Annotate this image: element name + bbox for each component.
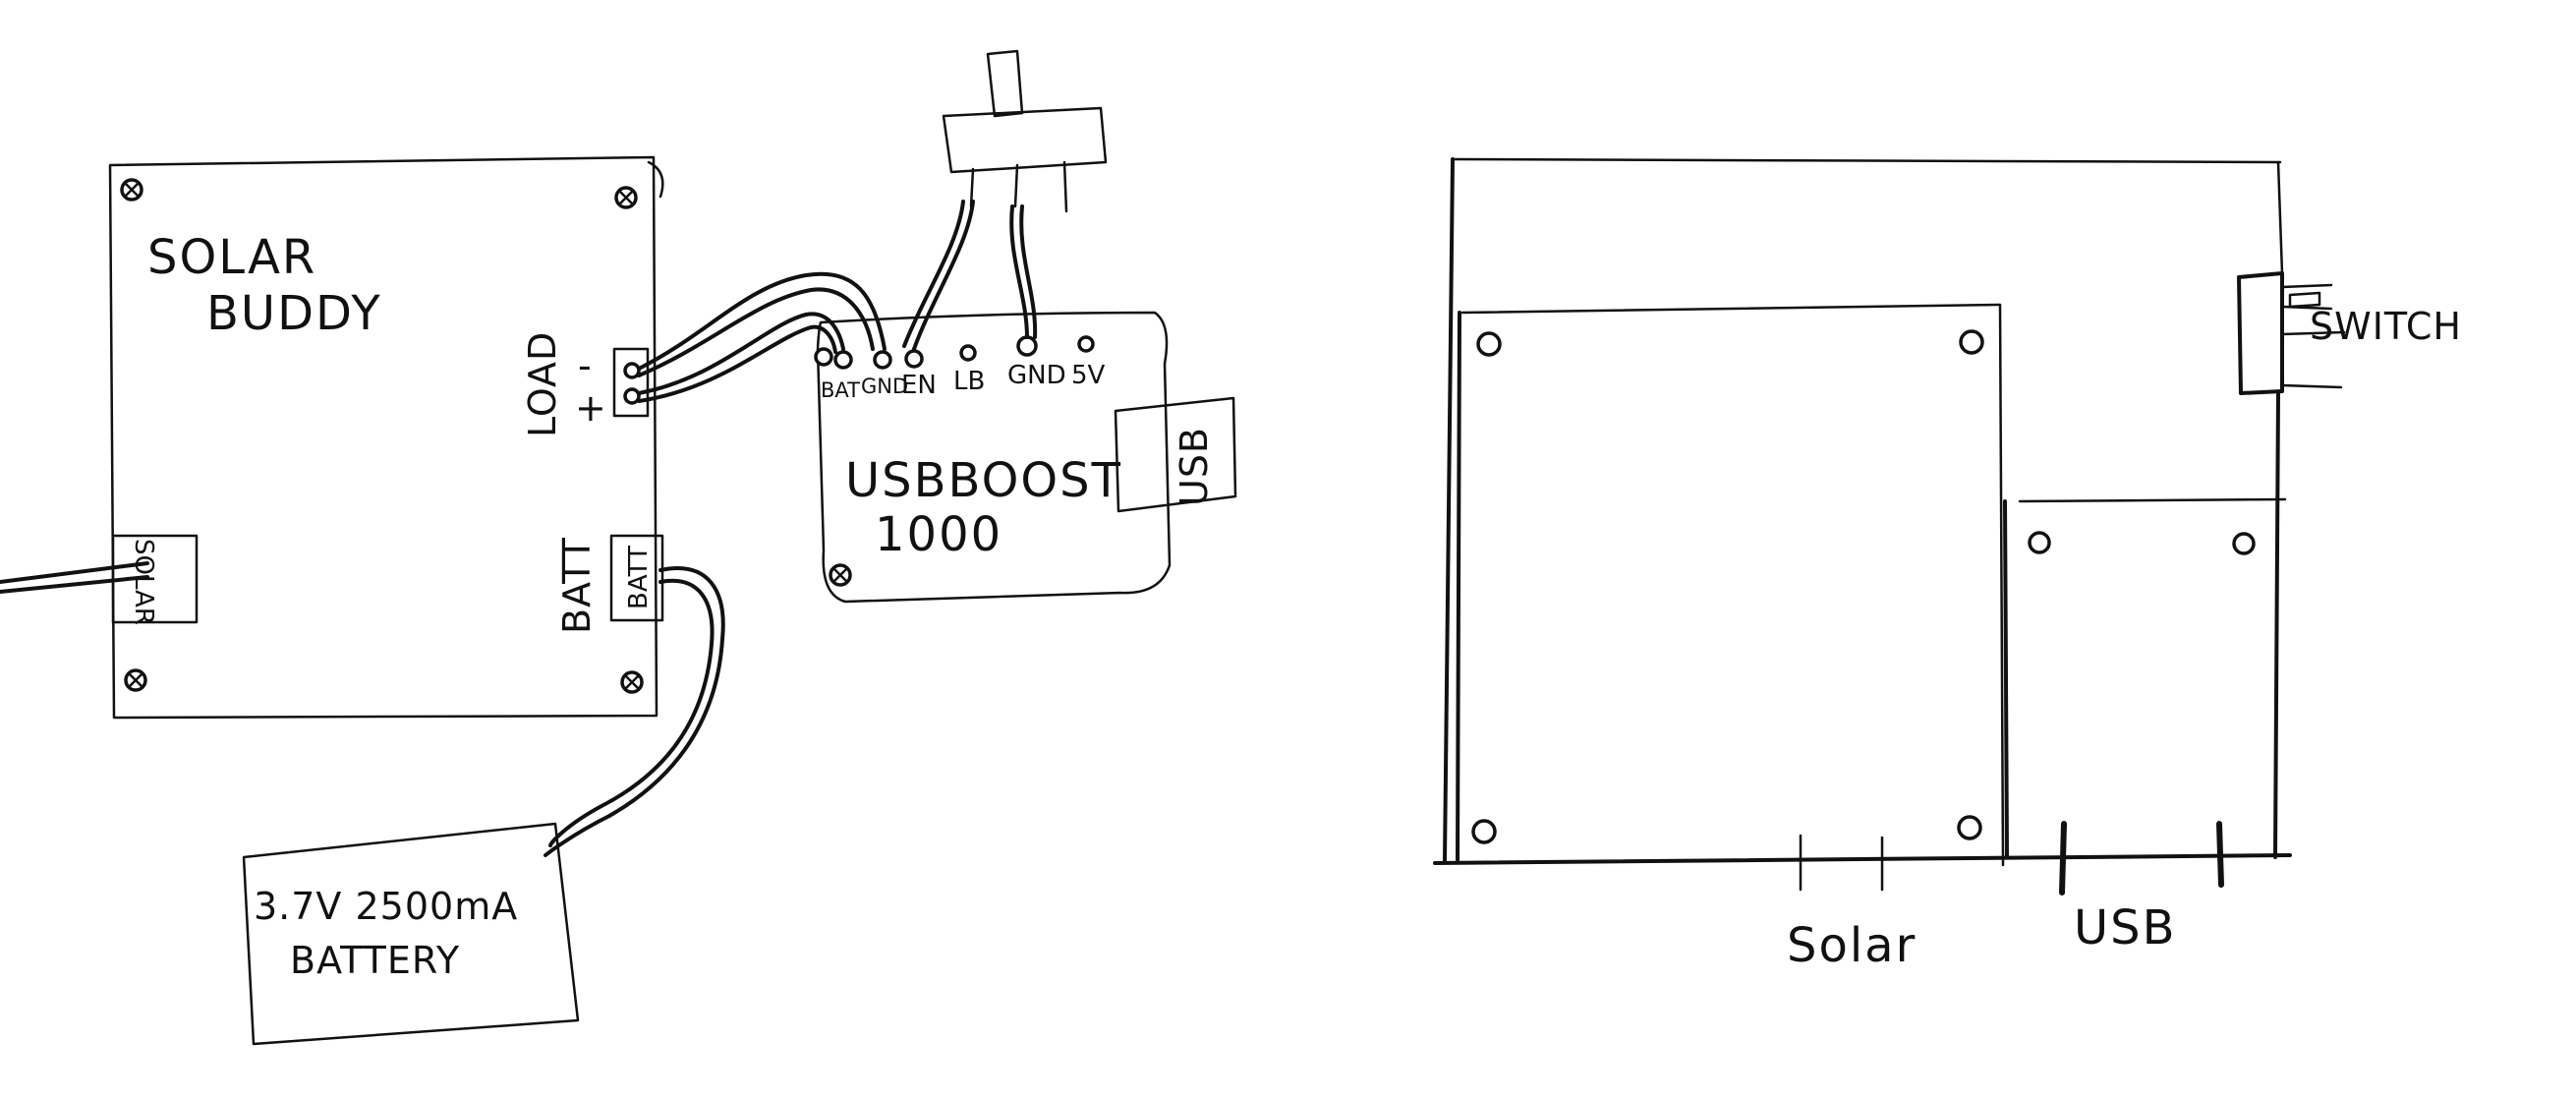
pin-gnd2-icon bbox=[1016, 335, 1038, 357]
boost-board-outline bbox=[816, 311, 1172, 604]
wire-switch-to-en-b bbox=[902, 200, 965, 348]
battery-spec-label: 3.7V 2500mA bbox=[254, 885, 518, 928]
enclosure-view: SWITCH Solar USB bbox=[1433, 157, 2462, 973]
battery-outline bbox=[242, 822, 580, 1046]
solar-board-outline bbox=[108, 155, 658, 720]
batt-connector-label: BATT bbox=[624, 546, 654, 609]
enclosure-usb-port-label: USB bbox=[2074, 900, 2177, 955]
pin-bat2-icon bbox=[833, 350, 853, 370]
pin-label: GND bbox=[861, 375, 908, 398]
screw-cross-icon bbox=[617, 189, 635, 206]
batt-side-label: BATT bbox=[555, 537, 599, 634]
load-terminal-screw-icon bbox=[623, 387, 641, 405]
load-plus-sign: + bbox=[575, 386, 607, 430]
screw-icon bbox=[2232, 532, 2256, 555]
usb-boost-board: BAT GND EN LB GND 5V USBBOOST 1000 USB bbox=[814, 311, 1237, 604]
boost-usb-port-label: USB bbox=[1173, 427, 1216, 506]
enclosure-small-board bbox=[2003, 497, 2287, 859]
wire-load-plus-to-bat bbox=[637, 312, 845, 395]
solar-panel-wire bbox=[0, 561, 149, 594]
solar-connector-label: SOLAR bbox=[129, 539, 158, 625]
enclosure-switch: SWITCH bbox=[2237, 271, 2462, 395]
enclosure-top-edge bbox=[1451, 157, 2282, 164]
boost-board-title-line2: 1000 bbox=[875, 507, 1002, 562]
pin-5v-icon bbox=[1077, 335, 1095, 353]
wire-load-minus-to-gnd bbox=[637, 271, 887, 371]
boost-board-title-line1: USBBOOST bbox=[845, 453, 1122, 508]
small-board-left-edge bbox=[2003, 499, 2009, 859]
wire-load-plus-to-bat-b bbox=[637, 324, 837, 403]
pin-gnd-icon bbox=[873, 350, 892, 370]
solar-board-title-line2: BUDDY bbox=[206, 286, 382, 341]
switch-body bbox=[942, 106, 1108, 174]
solar-board-title-line1: SOLAR bbox=[147, 230, 316, 285]
screw-icon bbox=[1957, 815, 1982, 840]
screw-icon bbox=[1476, 331, 1502, 357]
large-board-outline bbox=[1460, 303, 2005, 867]
pin-label: LB bbox=[953, 367, 985, 396]
pin-label: BAT bbox=[821, 378, 860, 402]
pin-label: EN bbox=[901, 371, 937, 400]
wire-switch-to-en bbox=[912, 200, 975, 351]
screw-cross-icon bbox=[623, 673, 641, 691]
enclosure-usb-port: USB bbox=[2059, 821, 2224, 955]
battery-name-label: BATTERY bbox=[290, 939, 460, 982]
wiring-diagram: SOLAR BUDDY LOAD - + BATT BATT SOLAR bbox=[0, 49, 1237, 1046]
wire-switch-to-gnd bbox=[1009, 204, 1029, 339]
switch-lever bbox=[986, 49, 1024, 118]
enclosure-right-edge-upper bbox=[2276, 160, 2284, 275]
enclosure-solar-port-label: Solar bbox=[1787, 918, 1917, 973]
enclosure-left-edge bbox=[1443, 157, 1455, 862]
wire-batt-to-battery-b bbox=[548, 578, 715, 847]
wire-switch-to-gnd-b bbox=[1019, 204, 1038, 339]
screw-icon bbox=[1471, 819, 1497, 844]
batt-connector bbox=[609, 534, 664, 622]
load-terminal bbox=[612, 347, 650, 418]
screw-icon bbox=[1959, 329, 1984, 355]
enclosure-right-edge-lower bbox=[2273, 391, 2280, 859]
enclosure-switch-label: SWITCH bbox=[2310, 305, 2462, 348]
load-label: LOAD bbox=[521, 331, 564, 437]
battery: 3.7V 2500mA BATTERY bbox=[242, 822, 580, 1046]
solar-board-corner-mark bbox=[647, 160, 664, 199]
boost-pin-labels: BAT GND EN LB GND 5V bbox=[821, 361, 1106, 402]
pin-label: 5V bbox=[1071, 361, 1106, 390]
load-minus-sign: - bbox=[578, 344, 593, 387]
boost-usb-port bbox=[1114, 396, 1237, 513]
pin-bat-icon bbox=[814, 347, 833, 367]
pin-lb-icon bbox=[959, 344, 977, 362]
pin-label: GND bbox=[1007, 361, 1066, 390]
enclosure-switch-lever bbox=[2280, 283, 2346, 389]
usb-port-marks bbox=[2059, 821, 2224, 896]
wires bbox=[544, 200, 1038, 857]
wire-load-minus-to-gnd-b bbox=[637, 287, 875, 377]
solar-port-marks bbox=[1799, 834, 1884, 892]
screw-cross-icon bbox=[831, 566, 849, 584]
switch-pins bbox=[969, 160, 1068, 213]
slide-switch bbox=[942, 49, 1108, 213]
solar-buddy-board: SOLAR BUDDY LOAD - + BATT BATT SOLAR bbox=[0, 155, 664, 720]
small-board-top-edge bbox=[2018, 497, 2287, 503]
screw-cross-icon bbox=[127, 671, 144, 689]
enclosure-switch-body bbox=[2237, 271, 2284, 395]
wire-batt-to-battery bbox=[544, 566, 725, 857]
enclosure-switch-slider bbox=[2288, 291, 2321, 309]
enclosure-large-board bbox=[1456, 303, 2005, 867]
enclosure-solar-port: Solar bbox=[1787, 834, 1917, 973]
screw-cross-icon bbox=[123, 181, 141, 199]
large-board-left-edge bbox=[1456, 311, 1461, 862]
screw-icon bbox=[2028, 531, 2051, 554]
load-terminal-screw-icon bbox=[623, 362, 641, 379]
pin-en-icon bbox=[904, 349, 924, 369]
enclosure-bottom-edge bbox=[1433, 853, 2292, 865]
